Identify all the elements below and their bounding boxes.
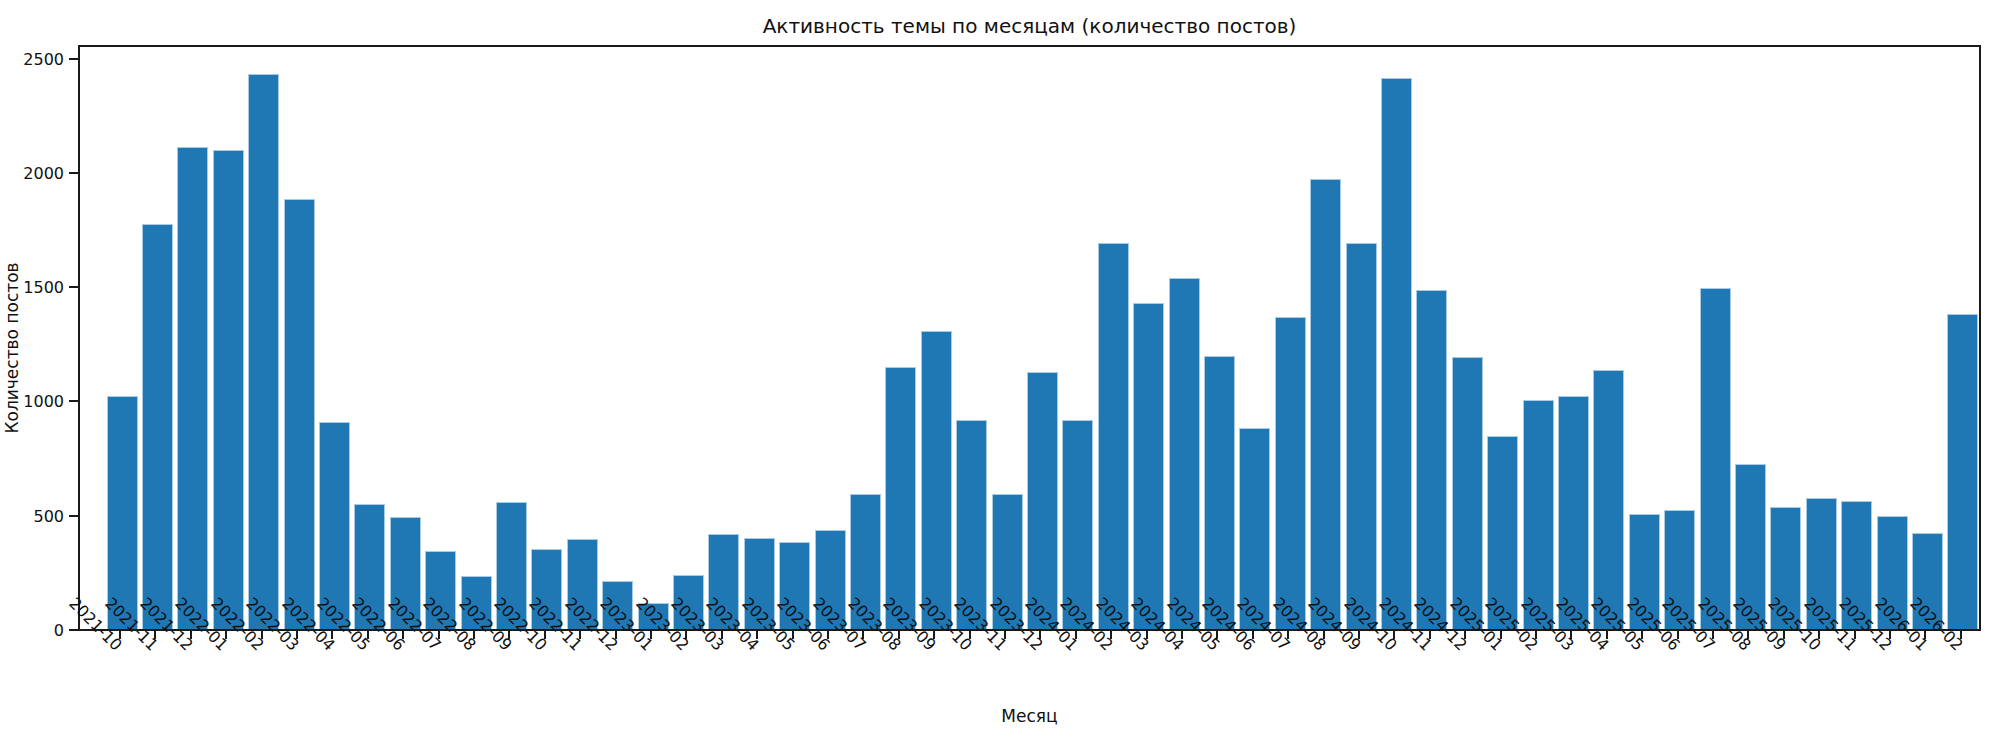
y-tick — [69, 58, 78, 60]
bar-2025-07 — [1700, 288, 1731, 629]
bar-2024-12 — [1452, 357, 1483, 629]
bar-2024-05 — [1204, 356, 1235, 629]
bar-2023-08 — [885, 367, 916, 629]
bar-2024-04 — [1169, 278, 1200, 629]
bar-2025-03 — [1558, 396, 1589, 629]
bar-2025-04 — [1593, 370, 1624, 629]
y-tick — [69, 400, 78, 402]
y-tick — [69, 515, 78, 517]
y-tick-label: 2500 — [23, 49, 64, 68]
bar-2023-09 — [921, 331, 952, 629]
bar-2024-08 — [1310, 179, 1341, 629]
bar-2025-02 — [1523, 400, 1554, 629]
bar-2021-10 — [107, 396, 138, 629]
bar-2021-12 — [177, 147, 208, 629]
bar-2022-03 — [284, 199, 315, 629]
bar-2021-11 — [142, 224, 173, 629]
y-tick — [69, 629, 78, 631]
bar-chart-figure: Активность темы по месяцам (количество п… — [0, 0, 2000, 750]
bar-2024-03 — [1133, 303, 1164, 629]
plot-area — [78, 45, 1981, 631]
bar-2024-07 — [1275, 317, 1306, 629]
y-tick-label: 1000 — [23, 392, 64, 411]
y-axis-label: Количество постов — [2, 188, 22, 508]
y-tick-label: 0 — [54, 621, 64, 640]
bar-2024-02 — [1098, 243, 1129, 629]
y-tick — [69, 286, 78, 288]
y-tick-label: 1500 — [23, 278, 64, 297]
bar-2022-02 — [248, 74, 279, 629]
bar-2024-10 — [1381, 78, 1412, 629]
y-tick-label: 2000 — [23, 163, 64, 182]
bar-2024-11 — [1416, 290, 1447, 629]
x-axis-label: Месяц — [78, 706, 1981, 726]
y-tick — [69, 172, 78, 174]
chart-title: Активность темы по месяцам (количество п… — [78, 14, 1981, 38]
y-tick-label: 500 — [33, 506, 64, 525]
bar-2024-09 — [1346, 243, 1377, 629]
bar-2026-02 — [1947, 314, 1978, 629]
bar-2022-01 — [213, 150, 244, 629]
bar-2023-12 — [1027, 372, 1058, 629]
